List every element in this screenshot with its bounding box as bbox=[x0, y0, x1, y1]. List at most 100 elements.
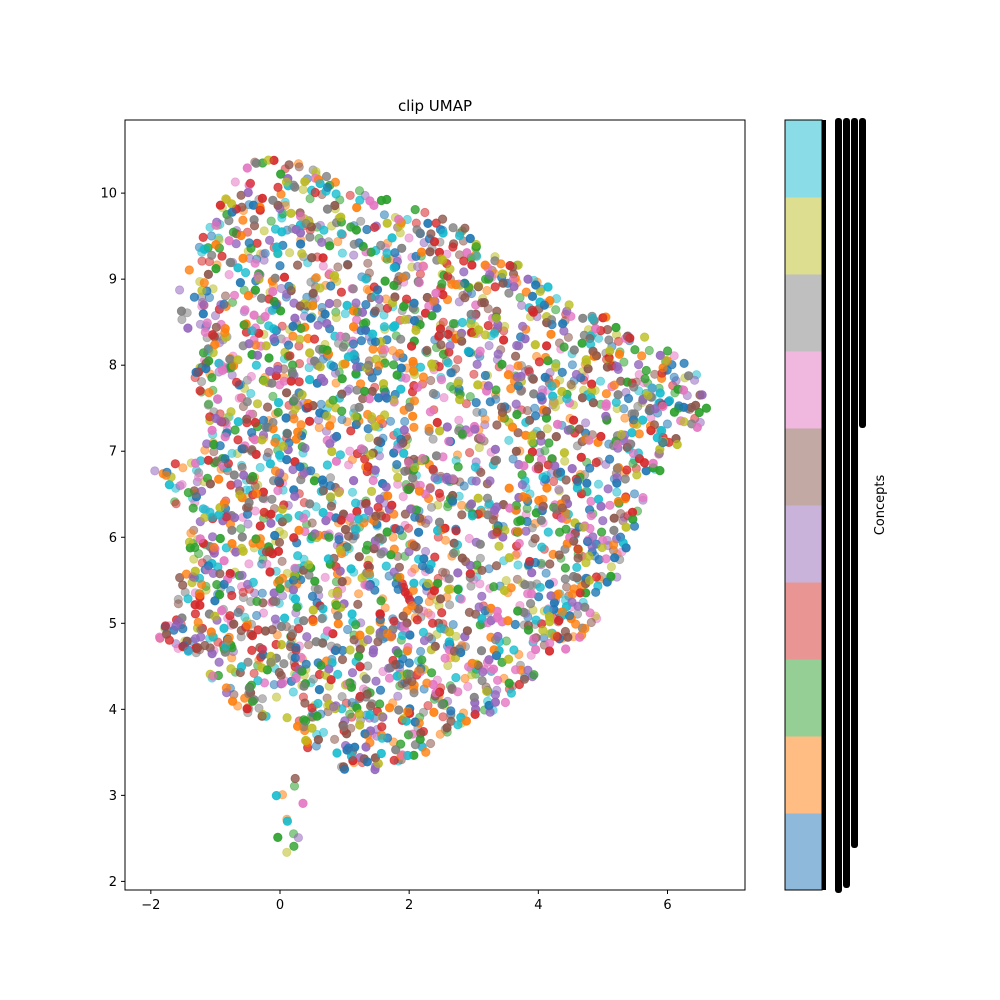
scatter-point bbox=[173, 599, 183, 609]
scatter-point bbox=[245, 178, 255, 188]
scatter-point bbox=[290, 404, 300, 414]
scatter-point bbox=[440, 653, 450, 663]
scatter-point bbox=[460, 673, 470, 684]
scatter-point bbox=[573, 553, 583, 563]
scatter-point bbox=[566, 379, 576, 390]
scatter-point bbox=[445, 381, 456, 392]
scatter-point bbox=[326, 281, 336, 291]
scatter-point bbox=[214, 657, 224, 667]
scatter-point bbox=[457, 317, 467, 328]
scatter-point bbox=[240, 612, 250, 622]
scatter-point bbox=[349, 250, 359, 260]
scatter-point bbox=[294, 162, 304, 172]
scatter-point bbox=[494, 541, 504, 551]
scatter-point bbox=[364, 433, 374, 443]
scatter-point bbox=[325, 492, 336, 502]
scatter-point bbox=[436, 374, 447, 385]
scatter-point bbox=[204, 399, 214, 409]
scatter-point bbox=[252, 596, 262, 607]
scatter-point bbox=[446, 368, 456, 378]
scatter-point bbox=[459, 481, 469, 491]
scatter-point bbox=[371, 676, 381, 686]
scatter-point bbox=[150, 466, 160, 476]
scatter-point bbox=[326, 501, 336, 511]
scatter-point bbox=[679, 417, 689, 427]
scatter-point bbox=[448, 619, 458, 630]
scatter-point bbox=[264, 235, 275, 245]
scatter-point bbox=[224, 216, 234, 226]
scatter-point bbox=[491, 561, 502, 571]
scatter-point bbox=[183, 594, 193, 604]
scatter-point bbox=[197, 285, 207, 296]
scatter-point bbox=[440, 535, 451, 545]
scatter-point bbox=[591, 457, 601, 468]
scatter-point bbox=[490, 282, 500, 292]
scatter-point bbox=[508, 454, 518, 464]
scatter-point bbox=[237, 570, 247, 581]
scatter-point bbox=[289, 841, 299, 851]
scatter-point bbox=[461, 399, 471, 409]
scatter-point bbox=[237, 462, 247, 473]
scatter-point bbox=[606, 562, 617, 572]
scatter-point bbox=[492, 420, 502, 430]
scatter-point bbox=[233, 435, 243, 445]
scatter-point bbox=[421, 747, 431, 757]
scatter-points bbox=[150, 155, 712, 858]
scatter-point bbox=[366, 486, 377, 496]
scatter-point bbox=[289, 414, 299, 424]
scatter-point bbox=[210, 310, 221, 321]
scatter-point bbox=[285, 351, 295, 361]
scatter-point bbox=[274, 667, 284, 678]
scatter-point bbox=[381, 561, 391, 571]
scatter-point bbox=[262, 402, 273, 412]
scatter-point bbox=[292, 260, 303, 270]
scatter-point bbox=[662, 419, 673, 429]
scatter-point bbox=[288, 687, 298, 697]
scatter-point bbox=[246, 371, 256, 382]
scatter-point bbox=[270, 466, 281, 476]
scatter-point bbox=[633, 401, 643, 412]
scatter-point bbox=[234, 607, 244, 617]
scatter-point bbox=[226, 664, 236, 674]
scatter-point bbox=[294, 377, 304, 387]
scatter-point bbox=[453, 355, 463, 365]
scatter-point bbox=[353, 599, 363, 610]
scatter-point bbox=[504, 435, 514, 445]
scatter-point bbox=[273, 407, 283, 417]
scatter-point bbox=[243, 519, 253, 529]
scatter-point bbox=[247, 645, 257, 656]
scatter-point bbox=[278, 529, 289, 540]
scatter-point bbox=[400, 416, 410, 427]
scatter-point bbox=[241, 267, 251, 278]
scatter-point bbox=[634, 429, 644, 439]
scatter-point bbox=[347, 697, 357, 708]
scatter-point bbox=[619, 357, 629, 367]
scatter-point bbox=[348, 284, 358, 294]
scatter-point bbox=[178, 463, 188, 473]
scatter-point bbox=[510, 665, 521, 675]
scatter-point bbox=[446, 706, 456, 716]
scatter-point bbox=[336, 229, 346, 239]
scatter-point bbox=[484, 340, 494, 351]
scatter-point bbox=[428, 434, 438, 444]
scatter-point bbox=[513, 560, 523, 570]
scatter-point bbox=[679, 358, 689, 368]
scatter-point bbox=[641, 365, 651, 376]
scatter-point bbox=[427, 618, 438, 628]
scatter-point bbox=[293, 833, 303, 843]
scatter-point bbox=[540, 446, 550, 456]
scatter-point bbox=[250, 258, 260, 268]
scatter-point bbox=[240, 305, 250, 315]
scatter-point bbox=[388, 532, 398, 542]
scatter-point bbox=[226, 407, 236, 417]
scatter-point bbox=[224, 269, 234, 280]
scatter-point bbox=[426, 375, 436, 386]
scatter-point bbox=[356, 336, 366, 346]
scatter-point bbox=[374, 294, 384, 304]
scatter-point bbox=[530, 403, 540, 413]
scatter-point bbox=[313, 584, 323, 595]
scatter-point bbox=[331, 378, 341, 388]
scatter-point bbox=[207, 250, 217, 260]
scatter-point bbox=[400, 314, 410, 325]
scatter-point bbox=[267, 494, 277, 504]
